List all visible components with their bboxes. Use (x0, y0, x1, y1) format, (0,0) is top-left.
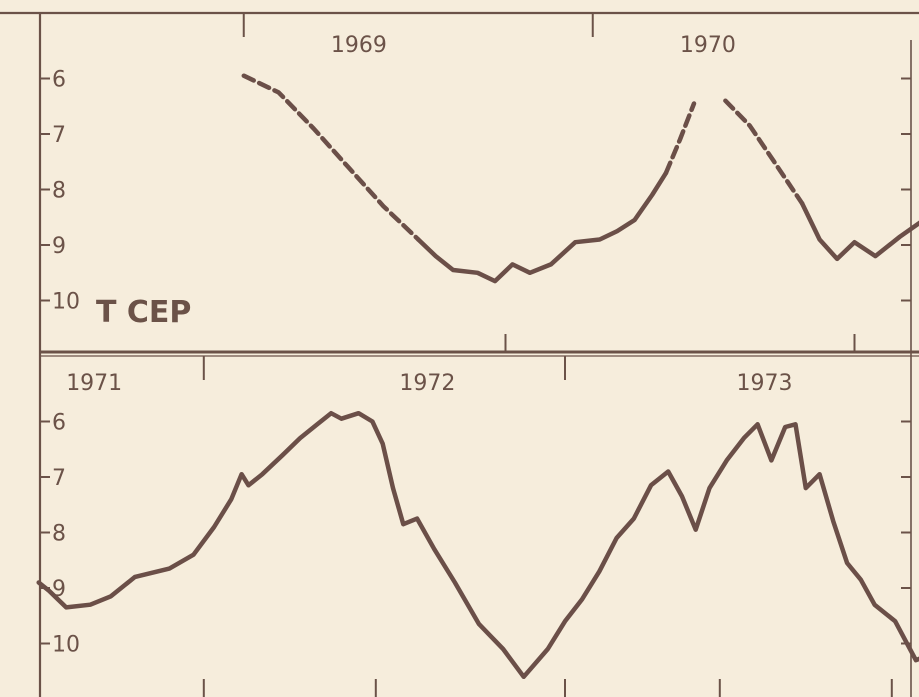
x-tick-label: 1973 (737, 371, 793, 396)
x-tick-label: 1970 (680, 33, 736, 58)
light-curve-solid-segment-4 (799, 201, 919, 262)
x-tick-label: 1972 (399, 371, 455, 396)
light-curve-solid-segment-1 (416, 170, 669, 284)
y-tick-label: 8 (52, 179, 66, 204)
y-tick-label: 9 (52, 234, 66, 259)
bottom-panel-series (36, 410, 919, 680)
x-tick-label: 1971 (66, 371, 122, 396)
top-panel-x-ticks: 196919701971 (242, 13, 856, 352)
y-tick-label: 6 (52, 411, 66, 436)
light-curve-dashed-segment-0 (241, 73, 421, 242)
chart-title: T CEP (96, 295, 191, 330)
top-panel-y-ticks: 6 7 8 9 10 (40, 68, 911, 315)
bottom-panel-x-ticks: 1971 1972 1973 (66, 356, 893, 697)
top-panel-series (241, 73, 919, 284)
y-tick-label: 8 (52, 522, 66, 547)
y-tick-label: 10 (52, 290, 80, 315)
light-curve-dashed-segment-3 (723, 98, 805, 206)
light-curve-dashed-segment-2 (663, 101, 697, 176)
y-tick-label: 10 (52, 633, 80, 658)
x-tick-label: 1969 (331, 33, 387, 58)
y-tick-label: 6 (52, 68, 66, 93)
light-curve-solid-segment-0 (36, 410, 919, 680)
y-tick-label: 7 (52, 123, 66, 148)
y-tick-label: 7 (52, 466, 66, 491)
